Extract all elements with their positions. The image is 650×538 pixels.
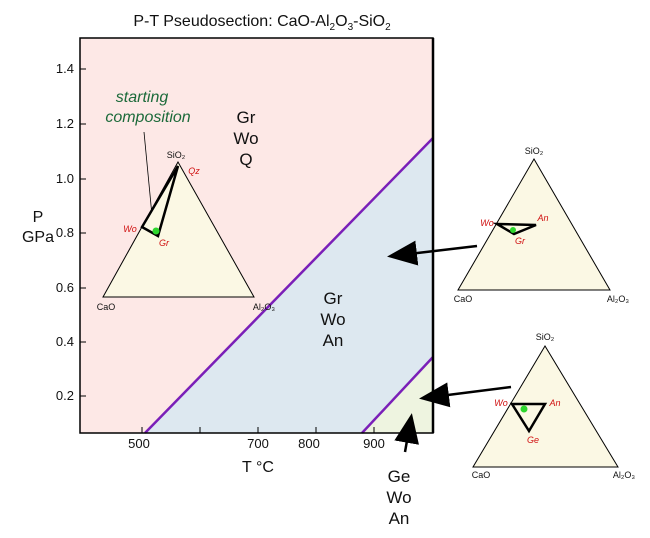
y-tick-label: 0.8 bbox=[56, 225, 74, 240]
apex-label-top: SiO₂ bbox=[525, 146, 544, 156]
apex-label-left: CaO bbox=[454, 294, 473, 304]
y-ticks bbox=[80, 68, 86, 397]
field-label-upper-3: Q bbox=[239, 150, 252, 169]
y-tick-label: 1.0 bbox=[56, 171, 74, 186]
field-label-lower-1: Ge bbox=[388, 467, 411, 486]
composition-dot bbox=[152, 227, 160, 235]
upper-boundary-line bbox=[144, 137, 434, 434]
apex-label-left: CaO bbox=[97, 302, 116, 312]
composition-dot bbox=[510, 227, 516, 233]
field-label-lower-2: Wo bbox=[386, 488, 411, 507]
x-tick-label: 900 bbox=[363, 436, 385, 451]
apex-label-top: SiO₂ bbox=[536, 332, 555, 342]
x-axis-label: T °C bbox=[242, 459, 274, 476]
field-label-middle-3: An bbox=[323, 331, 344, 350]
field-label-upper-1: Gr bbox=[237, 108, 256, 127]
arrow-up-to-lower-field bbox=[394, 413, 419, 453]
ternary-triangle bbox=[102, 160, 255, 298]
apex-label-right: Al₂O₃ bbox=[253, 302, 275, 312]
y-tick-label: 1.2 bbox=[56, 116, 74, 131]
phase-label-an: An bbox=[536, 213, 548, 223]
y-tick-label: 0.6 bbox=[56, 280, 74, 295]
arrow-to-lower-field bbox=[419, 382, 512, 408]
x-tick-label: 700 bbox=[247, 436, 269, 451]
y-tick-label: 0.2 bbox=[56, 388, 74, 403]
annotation-line2: composition bbox=[105, 109, 190, 126]
y-tick-label: 0.4 bbox=[56, 334, 74, 349]
phase-label-gr: Gr bbox=[515, 236, 526, 246]
arrow-to-middle-field bbox=[387, 240, 478, 266]
x-tick-label: 800 bbox=[298, 436, 320, 451]
apex-label-right: Al₂O₃ bbox=[607, 294, 629, 304]
field-label-middle-2: Wo bbox=[320, 310, 345, 329]
field-label-middle-1: Gr bbox=[324, 289, 343, 308]
inner-ternary-diagram: SiO₂ CaO Al₂O₃ Qz Wo Gr bbox=[97, 150, 276, 312]
phase-label-ge: Ge bbox=[527, 435, 539, 445]
tie-triangle bbox=[509, 402, 548, 434]
tie-triangle bbox=[492, 222, 537, 236]
tie-triangle bbox=[140, 165, 180, 238]
x-ticks bbox=[141, 427, 375, 433]
x-tick-label: 500 bbox=[128, 436, 150, 451]
y-axis-label-line2: GPa bbox=[22, 229, 54, 246]
phase-label-wo: Wo bbox=[123, 224, 137, 234]
apex-label-top: SiO₂ bbox=[167, 150, 186, 160]
right-ternary-diagram-1: SiO₂ CaO Al₂O₃ An Wo Gr bbox=[454, 146, 630, 304]
phase-label-wo: Wo bbox=[480, 218, 494, 228]
annotation-line1: starting bbox=[116, 89, 169, 106]
y-axis-label-line1: P bbox=[33, 209, 44, 226]
field-label-upper-2: Wo bbox=[233, 129, 258, 148]
page-title: P-T Pseudosection: CaO-Al2O3-SiO2 bbox=[133, 13, 391, 33]
ternary-triangle bbox=[472, 345, 619, 468]
phase-label-qz: Qz bbox=[188, 166, 200, 176]
lower-boundary-line bbox=[361, 356, 434, 434]
field-label-lower-3: An bbox=[389, 509, 410, 528]
apex-label-left: CaO bbox=[472, 470, 491, 480]
phase-label-gr: Gr bbox=[159, 238, 170, 248]
apex-label-right: Al₂O₃ bbox=[613, 470, 635, 480]
phase-label-wo: Wo bbox=[494, 398, 508, 408]
y-tick-label: 1.4 bbox=[56, 61, 74, 76]
right-ternary-diagram-2: SiO₂ CaO Al₂O₃ An Wo Ge bbox=[472, 332, 636, 480]
plot-area bbox=[79, 37, 435, 434]
phase-label-an: An bbox=[548, 398, 560, 408]
composition-dot bbox=[520, 405, 528, 413]
